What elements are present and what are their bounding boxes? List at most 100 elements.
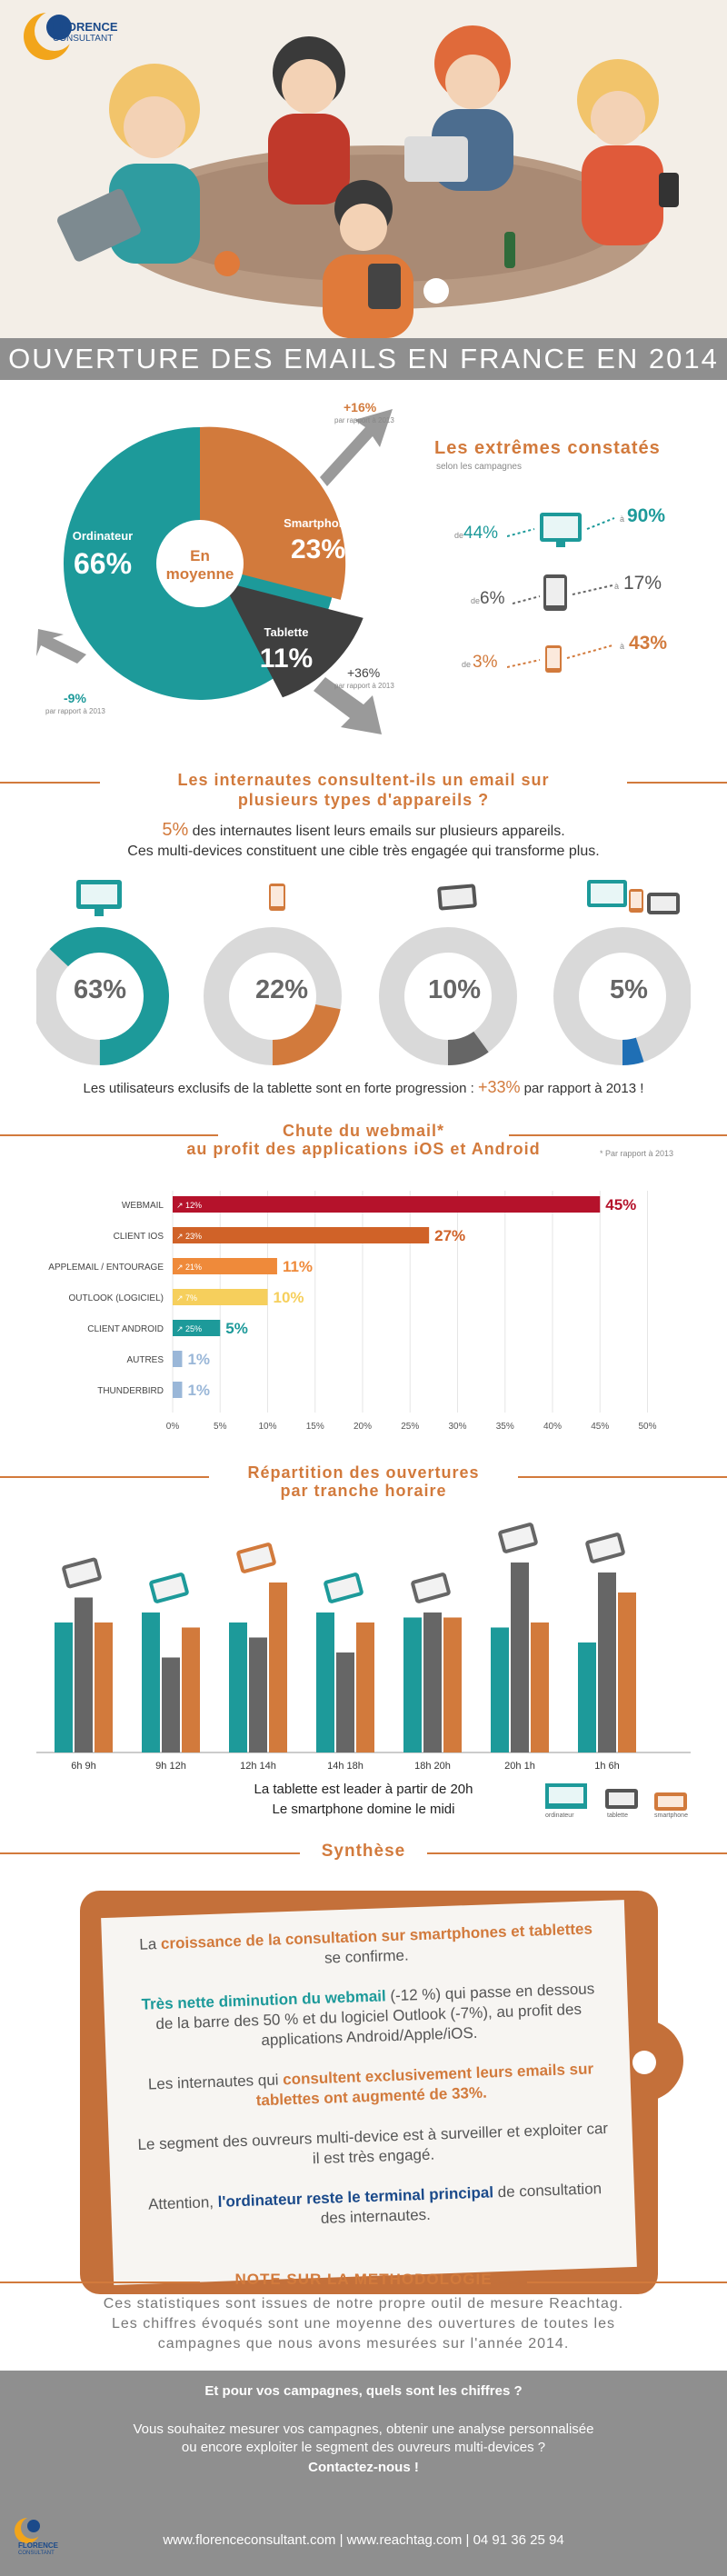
donut-track (553, 927, 691, 1065)
bar (173, 1320, 221, 1336)
divider (0, 1134, 218, 1136)
multi-stat-line2: Ces multi-devices constituent une cible … (127, 844, 600, 859)
bar (142, 1612, 160, 1752)
smartphone-icon (507, 644, 613, 673)
multi-question-line1: Les internautes consultent-ils un email … (177, 771, 550, 789)
webmail-title-line2: au profit des applications iOS et Androi… (186, 1140, 541, 1158)
legend-label-smartphone: smartphone (654, 1812, 688, 1819)
change-label: ↗ 7% (176, 1293, 197, 1303)
bar (173, 1227, 430, 1243)
brand-logo: FLORENCE CONSULTANT (20, 9, 120, 82)
extreme-smartphone-to: 43% (629, 633, 668, 654)
divider (627, 782, 727, 784)
footer-logo-emblem-icon (15, 2517, 43, 2543)
extremes-subtitle: selon les campagnes (436, 462, 522, 472)
bar (55, 1622, 73, 1752)
extreme-desktop-from: 44% (463, 524, 499, 543)
value-label: 1% (187, 1351, 210, 1368)
smartphone-change-note: par rapport à 2013 (334, 416, 394, 424)
divider (427, 1852, 727, 1854)
x-tick-label: 10% (258, 1422, 276, 1432)
bar (443, 1617, 462, 1752)
methodo-title: NOTE SUR LA METHODOLOGIE (234, 2271, 493, 2288)
bar (173, 1258, 277, 1274)
multi-stat-line1: 5% des internautes lisent leurs emails s… (162, 820, 565, 840)
value-label: 10% (274, 1289, 304, 1306)
footer-contact[interactable]: www.florenceconsultant.com | www.reachta… (163, 2532, 564, 2548)
methodo-line3: campagnes que nous avons mesurées sur l'… (157, 2336, 570, 2351)
footer-question: Et pour vos campagnes, quels sont les ch… (204, 2383, 523, 2399)
bar (356, 1622, 374, 1752)
tablet-change-note: par rapport à 2013 (334, 682, 394, 690)
value-label: 27% (434, 1227, 465, 1244)
x-tick-label: 20% (354, 1422, 372, 1432)
x-tick-label: 5% (214, 1422, 227, 1432)
logo-name-line2: CONSULTANT (53, 34, 114, 44)
pie-label-ordinateur: Ordinateur (72, 529, 134, 543)
leader-device-screen (502, 1526, 534, 1550)
bar (173, 1382, 183, 1398)
pie-label-smartphone: Smartphone (284, 516, 353, 530)
legend-label-tablette: tablette (607, 1812, 628, 1819)
change-label: ↗ 23% (176, 1232, 202, 1241)
multi-question-line2: plusieurs types d'appareils ? (237, 791, 490, 809)
change-label: ↗ 12% (176, 1201, 202, 1210)
footer: Et pour vos campagnes, quels sont les ch… (0, 2371, 727, 2576)
pie-center-line1: En (190, 547, 210, 564)
category-label: 20h 1h (504, 1761, 535, 1772)
webmail-title-line1: Chute du webmail* (282, 1122, 444, 1140)
ordinateur-change: -9% (64, 691, 86, 705)
hourly-note-1: La tablette est leader à partir de 20h (254, 1782, 473, 1797)
pie-value-smartphone: 23% (290, 534, 346, 564)
tablet-icon (437, 884, 477, 911)
category-label: 18h 20h (414, 1761, 451, 1772)
category-label: OUTLOOK (LOGICIEL) (69, 1293, 164, 1303)
divider (518, 1476, 727, 1478)
value-label: 5% (225, 1320, 248, 1337)
donut-arc (379, 927, 517, 1065)
pie-value-ordinateur: 66% (73, 547, 133, 580)
category-label: 9h 12h (155, 1761, 186, 1772)
category-label: THUNDERBIRD (97, 1386, 164, 1396)
divider (0, 2281, 200, 2283)
value-label: 11% (283, 1258, 313, 1275)
category-label: APPLEMAIL / ENTOURAGE (48, 1263, 164, 1273)
x-tick-label: 35% (496, 1422, 514, 1432)
value-label: 1% (187, 1382, 210, 1399)
bar (403, 1617, 422, 1752)
bar (269, 1583, 287, 1752)
footer-line1: Vous souhaitez mesurer vos campagnes, ob… (133, 2421, 594, 2437)
multi-device-donuts (36, 927, 691, 1065)
clipboard-hole (632, 2051, 656, 2074)
bar (229, 1622, 247, 1752)
legend-label-ordinateur: ordinateur (545, 1812, 574, 1819)
ordinateur-change-note: par rapport à 2013 (45, 707, 105, 715)
pie-slice-tablette (223, 582, 364, 698)
bar (162, 1657, 180, 1752)
x-tick-label: 0% (166, 1422, 180, 1432)
hourly-bar-chart: 6h 9h 9h 12h 12h 14h 14h 18h 18h 20h 20h 1h 1h… (36, 1523, 691, 1772)
x-tick-label: 30% (448, 1422, 466, 1432)
methodo-line1: Ces statistiques sont issues de notre pr… (103, 2296, 624, 2311)
synthese-p2: Très nette diminution du webmail (-12 %)… (141, 1980, 595, 2050)
ordinateur-down-arrow-icon (36, 629, 86, 664)
bar (75, 1597, 93, 1752)
divider (0, 1476, 209, 1478)
leader-device-screen (65, 1561, 98, 1585)
logo-name-line1: FLORENCE (53, 20, 118, 34)
desktop-icon (507, 513, 615, 547)
extreme-row-desktop: de 44% à 90% (454, 505, 691, 554)
people-with-devices-illustration (0, 0, 727, 338)
bar (598, 1573, 616, 1752)
footer-cta[interactable]: Contactez-nous ! (308, 2460, 419, 2475)
synthese-text: La croissance de la consultation sur sma… (129, 1919, 612, 2235)
bar (578, 1642, 596, 1752)
bar (618, 1593, 636, 1752)
extreme-smartphone-from: 3% (473, 653, 498, 672)
hourly-title-line1: Répartition des ouvertures (247, 1463, 480, 1482)
category-label: CLIENT IOS (114, 1232, 164, 1242)
change-label: ↗ 21% (176, 1263, 202, 1272)
bar (95, 1622, 113, 1752)
extreme-desktop-to: 90% (627, 505, 666, 526)
footer-logo-name-line1: FLORENCE (18, 2541, 58, 2550)
